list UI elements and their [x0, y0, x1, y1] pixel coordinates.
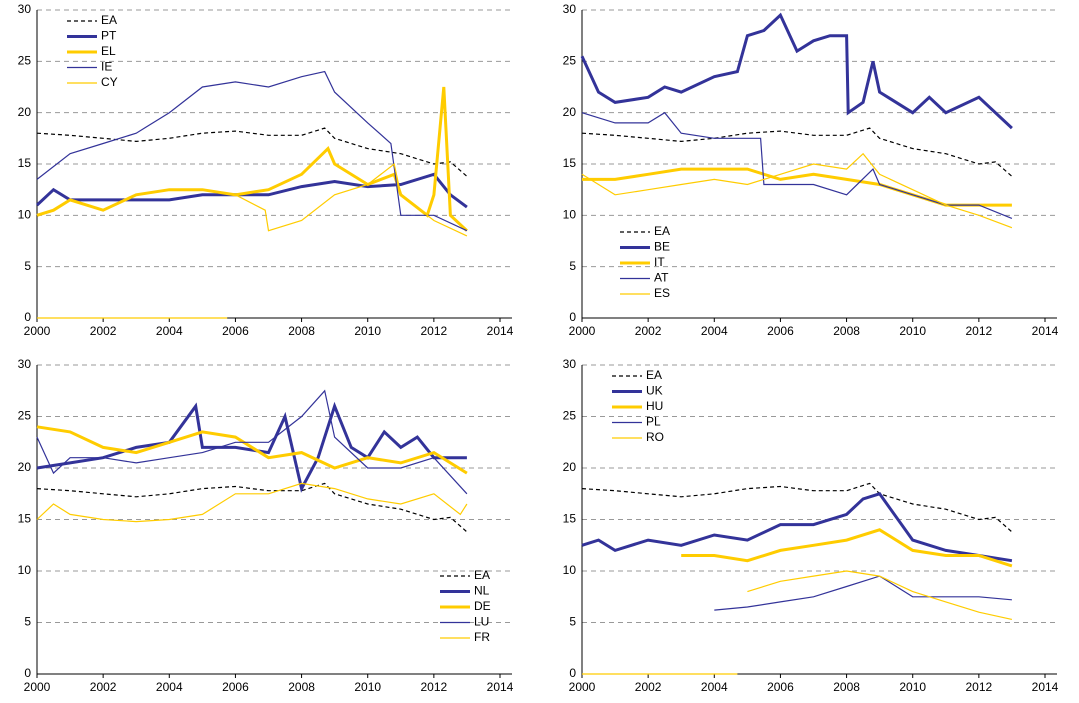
y-tick-label: 0: [569, 666, 576, 680]
legend-label: IE: [101, 60, 112, 74]
series-line: [580, 12, 1013, 130]
y-tick-label: 30: [18, 357, 32, 371]
series-line: [581, 111, 1013, 219]
series-line: [35, 172, 468, 209]
series-line: [36, 482, 468, 533]
legend-label: EA: [654, 224, 670, 238]
series-line: [581, 152, 1013, 229]
legend-label: NL: [474, 584, 490, 598]
y-tick-label: 5: [24, 615, 31, 629]
y-tick-label: 10: [18, 208, 32, 222]
x-tick-label: 2012: [966, 324, 993, 338]
series-line: [581, 492, 1013, 563]
x-tick-label: 2008: [288, 324, 315, 338]
x-tick-label: 2008: [833, 680, 860, 694]
series-line: [36, 70, 468, 232]
x-tick-label: 2012: [421, 324, 448, 338]
x-tick-label: 2014: [1032, 680, 1059, 694]
x-tick-label: 2014: [487, 680, 514, 694]
legend-label: DE: [474, 599, 491, 613]
x-tick-label: 2014: [1032, 324, 1059, 338]
legend-label: AT: [654, 271, 669, 285]
x-tick-label: 2006: [222, 680, 249, 694]
series-line: [36, 389, 468, 495]
x-tick-label: 2010: [899, 324, 926, 338]
y-tick-label: 20: [563, 460, 577, 474]
legend-label: FR: [474, 630, 490, 644]
x-tick-label: 2004: [701, 324, 728, 338]
x-tick-label: 2006: [767, 324, 794, 338]
y-tick-label: 30: [563, 357, 577, 371]
series-line: [36, 425, 468, 475]
y-tick-label: 5: [569, 259, 576, 273]
y-tick-label: 10: [18, 563, 32, 577]
y-tick-label: 20: [18, 105, 32, 119]
y-tick-label: 25: [18, 409, 32, 423]
series-line: [235, 162, 468, 237]
y-tick-label: 30: [563, 2, 577, 16]
series-line: [681, 528, 1013, 568]
legend-label: LU: [474, 615, 489, 629]
legend-label: BE: [654, 240, 670, 254]
y-tick-label: 0: [24, 310, 31, 324]
y-tick-label: 0: [24, 666, 31, 680]
legend-label: EL: [101, 44, 116, 58]
x-tick-label: 2010: [354, 324, 381, 338]
y-tick-label: 0: [569, 310, 576, 324]
y-tick-label: 10: [563, 563, 577, 577]
series-line: [36, 127, 468, 177]
series-line: [747, 570, 1013, 620]
y-tick-label: 20: [563, 105, 577, 119]
legend-label: ES: [654, 286, 670, 300]
series-line: [36, 86, 468, 232]
x-tick-label: 2000: [24, 680, 51, 694]
series-line: [714, 575, 1012, 611]
legend-label: RO: [646, 430, 664, 444]
x-tick-label: 2010: [354, 680, 381, 694]
y-tick-label: 5: [24, 259, 31, 273]
x-tick-label: 2006: [767, 680, 794, 694]
y-tick-label: 20: [18, 460, 32, 474]
x-tick-label: 2006: [222, 324, 249, 338]
x-tick-label: 2010: [899, 680, 926, 694]
y-tick-label: 15: [18, 156, 32, 170]
x-tick-label: 2014: [487, 324, 514, 338]
y-tick-label: 5: [569, 615, 576, 629]
x-tick-label: 2000: [569, 324, 596, 338]
x-tick-label: 2002: [635, 680, 662, 694]
y-tick-label: 25: [18, 54, 32, 68]
x-tick-label: 2004: [156, 324, 183, 338]
y-tick-label: 25: [563, 409, 577, 423]
series-line: [36, 482, 468, 523]
x-tick-label: 2008: [288, 680, 315, 694]
y-tick-label: 30: [18, 2, 32, 16]
legend-label: EA: [646, 368, 662, 382]
y-tick-label: 15: [18, 512, 32, 526]
x-tick-label: 2012: [966, 680, 993, 694]
series-line: [582, 167, 1012, 207]
x-tick-label: 2004: [156, 680, 183, 694]
legend-label: UK: [646, 384, 663, 398]
legend-label: EA: [101, 13, 117, 27]
x-tick-label: 2002: [90, 324, 117, 338]
x-tick-label: 2000: [24, 324, 51, 338]
y-tick-label: 25: [563, 54, 577, 68]
legend-label: PL: [646, 415, 661, 429]
x-tick-label: 2008: [833, 324, 860, 338]
legend-label: EA: [474, 568, 490, 582]
x-tick-label: 2004: [701, 680, 728, 694]
x-tick-label: 2002: [635, 324, 662, 338]
legend-label: CY: [101, 75, 118, 89]
y-tick-label: 10: [563, 208, 577, 222]
legend-label: PT: [101, 29, 117, 43]
x-tick-label: 2000: [569, 680, 596, 694]
legend-label: HU: [646, 399, 663, 413]
legend-label: IT: [654, 255, 665, 269]
y-tick-label: 15: [563, 156, 577, 170]
x-tick-label: 2002: [90, 680, 117, 694]
x-tick-label: 2012: [421, 680, 448, 694]
y-tick-label: 15: [563, 512, 577, 526]
